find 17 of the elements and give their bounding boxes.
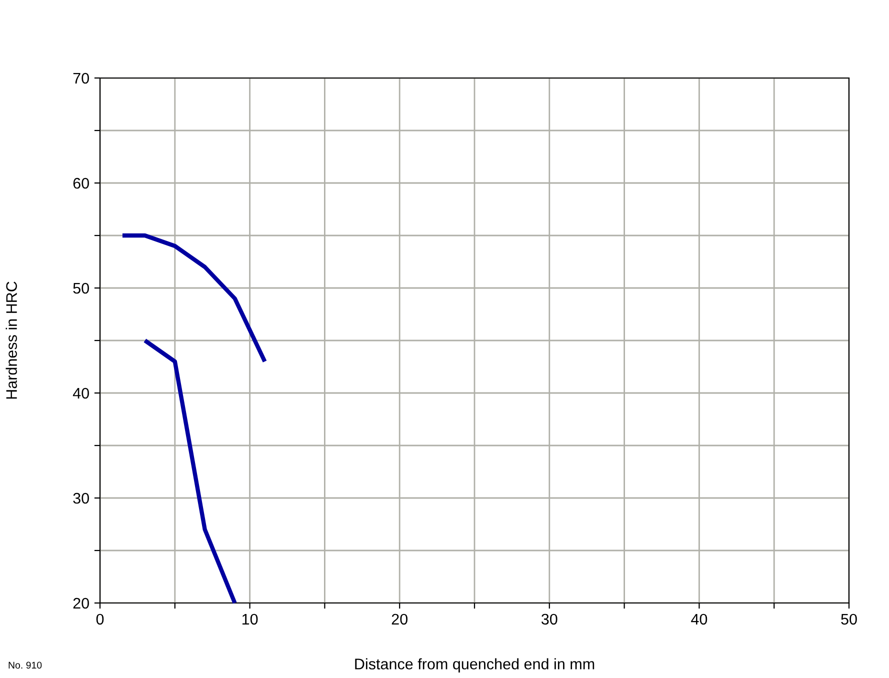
y-tick-label: 50 xyxy=(73,282,89,294)
x-tick-label: 30 xyxy=(541,614,558,625)
y-tick-label: 70 xyxy=(73,72,89,84)
x-tick-label: 10 xyxy=(242,614,258,625)
y-tick-label: 40 xyxy=(72,388,89,399)
x-tick-label: 0 xyxy=(96,614,104,625)
y-tick-label: 30 xyxy=(73,492,89,504)
line-series xyxy=(142,338,237,606)
x-tick-label: 20 xyxy=(392,614,408,625)
y-axis-title: Hardness in HRC xyxy=(6,282,17,399)
x-tick-label: 40 xyxy=(691,614,708,625)
x-axis-title: Distance from quenched end in mm xyxy=(355,658,594,672)
x-tick-label: 50 xyxy=(841,614,857,625)
y-tick-label: 60 xyxy=(73,178,89,189)
y-tick-label: 20 xyxy=(73,598,89,609)
line-series xyxy=(120,233,267,364)
text: No. 910 xyxy=(8,662,42,669)
